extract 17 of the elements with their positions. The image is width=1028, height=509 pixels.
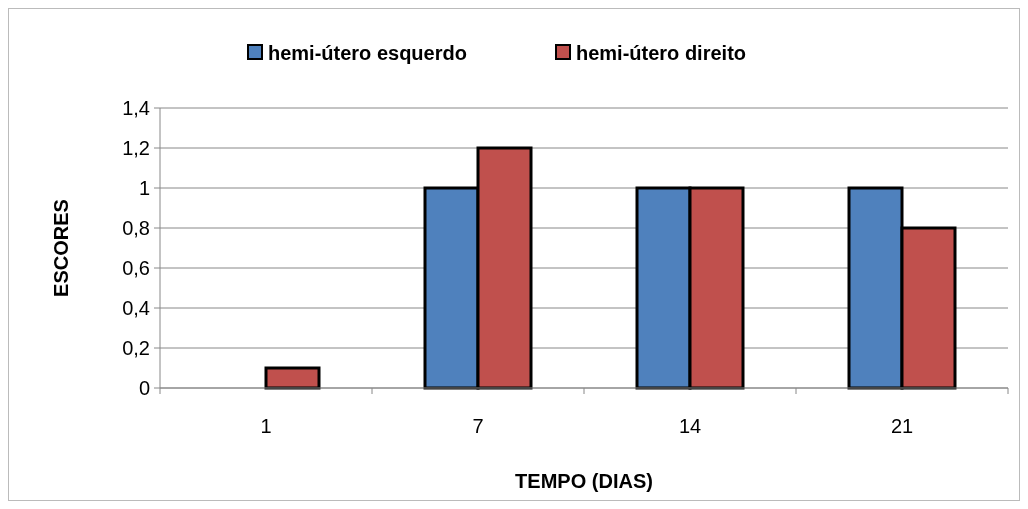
x-axis-title: TEMPO (DIAS)	[515, 470, 653, 492]
x-tick-label: 7	[472, 415, 484, 437]
y-tick-label: 0,2	[122, 337, 150, 359]
y-tick-label: 1	[138, 177, 150, 199]
x-tick-label: 21	[890, 415, 914, 437]
y-tick-label: 0,6	[122, 257, 150, 279]
x-tick-label: 14	[678, 415, 702, 437]
x-tick-label: 1	[260, 415, 272, 437]
y-axis-title: ESCORES	[50, 199, 72, 297]
legend-label: hemi-útero direito	[576, 42, 747, 64]
y-tick-label: 0,4	[122, 297, 150, 319]
y-tick-label: 0	[138, 377, 150, 399]
y-tick-label: 1,4	[122, 97, 150, 119]
y-tick-label: 0,8	[122, 217, 150, 239]
bar	[264, 366, 321, 390]
legend-label: hemi-útero esquerdo	[268, 42, 467, 64]
y-tick-label: 1,2	[122, 137, 150, 159]
